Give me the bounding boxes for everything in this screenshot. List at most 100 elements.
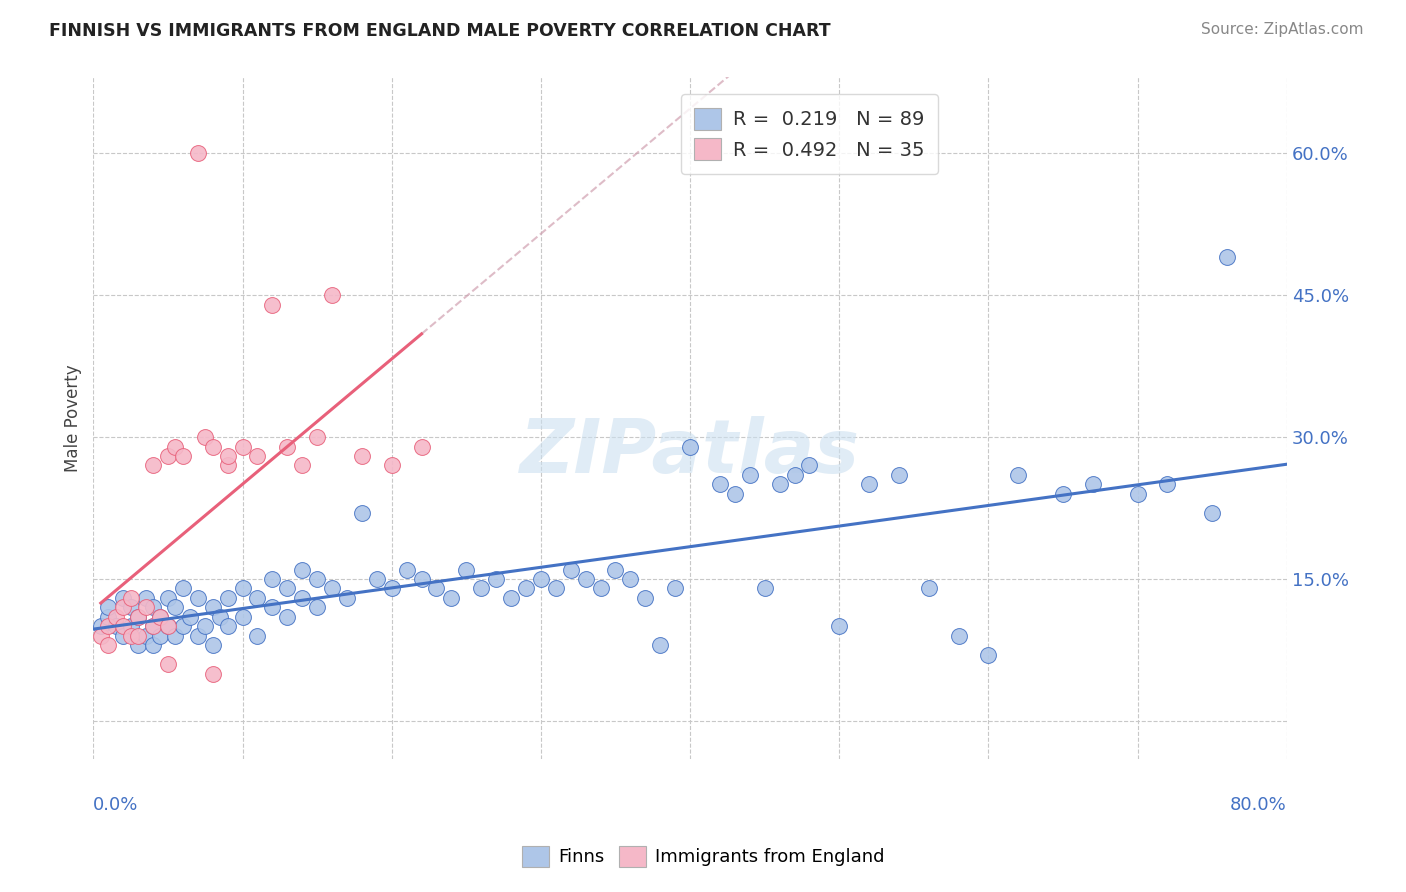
Point (231, 440, 253, 454)
Point (1052, 487, 1074, 501)
Point (209, 610, 232, 624)
Point (858, 477, 880, 491)
Point (156, 619, 179, 633)
Point (650, 638, 672, 652)
Text: 0.0%: 0.0% (93, 797, 139, 814)
Point (738, 467, 761, 482)
Point (1216, 250, 1239, 264)
Point (112, 629, 135, 643)
Legend: R =  0.219   N = 89, R =  0.492   N = 35: R = 0.219 N = 89, R = 0.492 N = 35 (681, 94, 938, 174)
Point (307, 600, 329, 615)
Point (709, 477, 731, 491)
Point (605, 562, 627, 576)
Text: Source: ZipAtlas.com: Source: ZipAtlas.com (1201, 22, 1364, 37)
Point (201, 440, 224, 454)
Point (321, 582, 343, 596)
Point (1156, 477, 1178, 491)
Point (619, 572, 641, 586)
Point (246, 629, 269, 643)
Point (217, 591, 239, 605)
Point (381, 582, 404, 596)
Y-axis label: Male Poverty: Male Poverty (65, 364, 82, 472)
Point (515, 582, 537, 596)
Point (1126, 487, 1149, 501)
Point (142, 638, 165, 652)
Point (104, 610, 127, 624)
Point (499, 591, 522, 605)
Text: ZIPatlas: ZIPatlas (520, 416, 860, 489)
Point (217, 619, 239, 633)
Point (470, 582, 492, 596)
Point (156, 619, 179, 633)
Point (262, 297, 284, 311)
Point (1081, 477, 1104, 491)
Point (350, 506, 373, 520)
Point (262, 600, 284, 615)
Point (425, 582, 447, 596)
Point (485, 572, 508, 586)
Point (231, 582, 253, 596)
Point (560, 562, 582, 576)
Point (799, 458, 821, 473)
Point (276, 610, 298, 624)
Point (156, 591, 179, 605)
Point (104, 619, 127, 633)
Point (135, 600, 157, 615)
Point (589, 582, 612, 596)
Point (97, 610, 120, 624)
Point (530, 572, 553, 586)
Point (172, 582, 194, 596)
Point (97, 600, 120, 615)
Point (97, 619, 120, 633)
Point (120, 619, 142, 633)
Point (142, 600, 165, 615)
Point (127, 638, 149, 652)
Point (307, 572, 329, 586)
Point (575, 572, 598, 586)
Point (768, 477, 790, 491)
Point (165, 600, 187, 615)
Point (135, 591, 157, 605)
Point (187, 591, 209, 605)
Point (366, 572, 388, 586)
Point (411, 440, 433, 454)
Point (291, 458, 314, 473)
Point (276, 440, 298, 454)
Point (112, 600, 135, 615)
Point (291, 562, 314, 576)
Point (201, 638, 224, 652)
Point (217, 449, 239, 463)
Point (887, 467, 910, 482)
Point (1007, 467, 1029, 482)
Point (127, 610, 149, 624)
Point (664, 582, 686, 596)
Point (201, 666, 224, 681)
Point (350, 449, 373, 463)
Point (120, 591, 142, 605)
Point (165, 440, 187, 454)
Point (135, 629, 157, 643)
Point (112, 619, 135, 633)
Point (179, 610, 201, 624)
Point (231, 610, 253, 624)
Point (977, 648, 1000, 662)
Point (307, 430, 329, 444)
Point (918, 582, 941, 596)
Point (395, 562, 418, 576)
Point (142, 619, 165, 633)
Point (127, 629, 149, 643)
Point (291, 591, 314, 605)
Point (276, 582, 298, 596)
Point (679, 440, 702, 454)
Point (90, 619, 112, 633)
Point (948, 629, 970, 643)
Point (194, 619, 217, 633)
Point (156, 657, 179, 672)
Point (411, 572, 433, 586)
Point (246, 591, 269, 605)
Point (187, 629, 209, 643)
Point (321, 288, 343, 302)
Point (544, 582, 567, 596)
Point (149, 629, 172, 643)
Point (381, 458, 404, 473)
